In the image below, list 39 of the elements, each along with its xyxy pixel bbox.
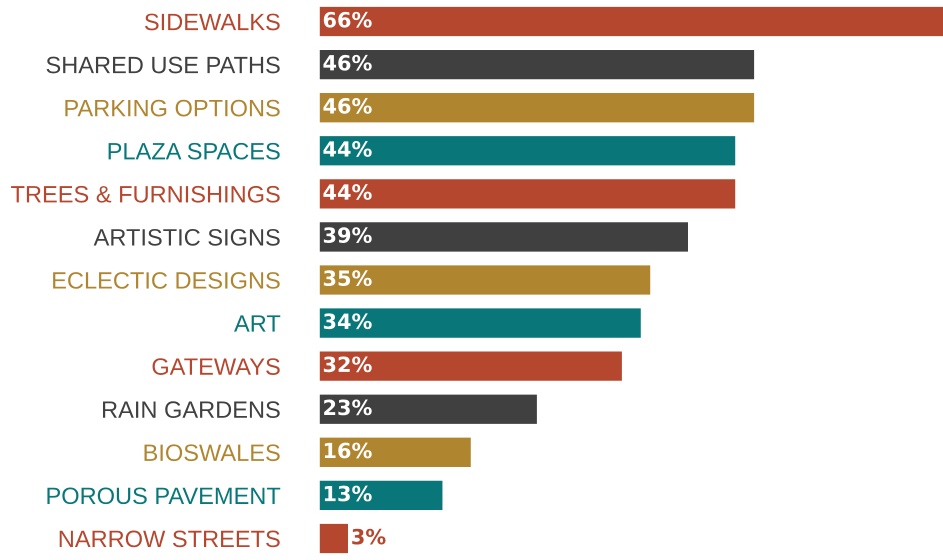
y-tick-label: RAIN GARDENS bbox=[102, 401, 280, 418]
y-tick-label: NARROW STREETS bbox=[60, 530, 280, 548]
data-label: 44% bbox=[323, 184, 372, 200]
y-tick-label: SHARED USE PATHS bbox=[46, 56, 280, 74]
bar bbox=[320, 352, 622, 381]
y-tick-label: SIDEWALKS bbox=[144, 14, 280, 30]
data-label: 32% bbox=[324, 356, 372, 372]
bar bbox=[320, 6, 943, 36]
bar bbox=[320, 480, 442, 510]
data-label: 46% bbox=[323, 54, 372, 71]
bar bbox=[320, 265, 650, 295]
y-tick-label: POROUS PAVEMENT bbox=[47, 487, 280, 504]
y-tick-label: PARKING OPTIONS bbox=[65, 100, 280, 116]
data-label: 44% bbox=[323, 141, 372, 157]
y-tick-label: ARTISTIC SIGNS bbox=[94, 228, 280, 246]
bar bbox=[320, 308, 641, 338]
bar bbox=[320, 50, 754, 80]
y-tick-label: GATEWAYS bbox=[152, 358, 280, 375]
bar bbox=[320, 438, 471, 467]
y-tick-label: ECLECTIC DESIGNS bbox=[53, 272, 280, 289]
y-tick-label: PLAZA SPACES bbox=[108, 142, 280, 160]
data-label: 3% bbox=[352, 528, 386, 545]
data-label: 39% bbox=[324, 227, 372, 243]
data-label: 34% bbox=[324, 313, 372, 330]
data-label: 66% bbox=[324, 12, 372, 28]
bar bbox=[320, 93, 754, 122]
bar bbox=[320, 524, 348, 554]
data-label: 13% bbox=[324, 486, 372, 502]
bar bbox=[320, 179, 736, 208]
bar bbox=[320, 136, 736, 166]
y-tick-label: TREES & FURNISHINGS bbox=[11, 186, 280, 203]
data-label: 46% bbox=[323, 98, 372, 114]
y-tick-label: BIOSWALES bbox=[144, 444, 280, 462]
bar bbox=[320, 222, 688, 252]
data-label: 16% bbox=[324, 442, 372, 458]
data-label: 23% bbox=[324, 400, 372, 416]
data-label: 35% bbox=[324, 270, 372, 286]
bar bbox=[320, 394, 537, 424]
y-tick-label: ART bbox=[234, 315, 280, 332]
